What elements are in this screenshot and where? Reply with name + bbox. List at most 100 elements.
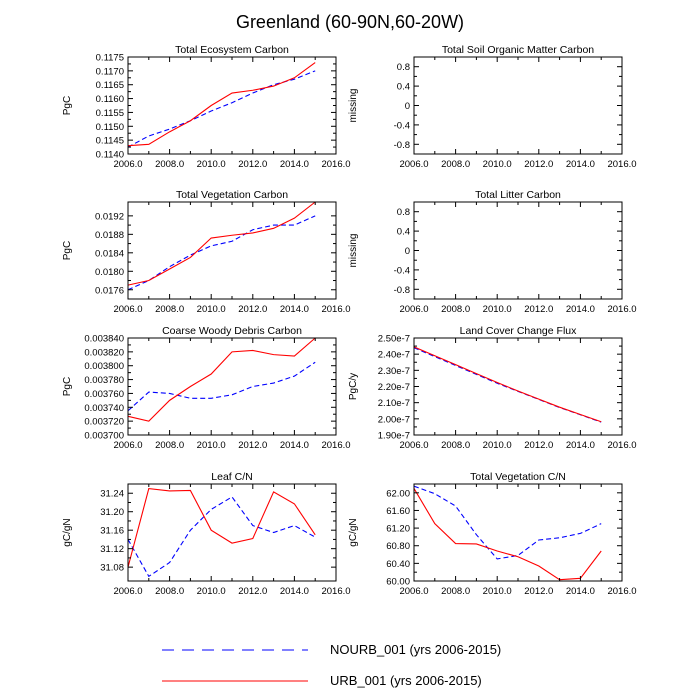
x-tick-label: 2006.0	[113, 440, 142, 451]
x-tick-label: 2006.0	[113, 586, 142, 597]
x-tick-label: 2016.0	[607, 159, 636, 170]
x-tick-label: 2010.0	[483, 586, 512, 597]
y-tick-label: 0.1175	[96, 53, 124, 64]
y-axis-label: PgC	[62, 377, 73, 396]
x-tick-label: 2012.0	[238, 159, 267, 170]
y-tick-label: 0.003780	[84, 375, 124, 386]
y-tick-label: 0.003700	[84, 431, 124, 442]
y-tick-label: 2.40e-7	[378, 350, 410, 361]
panel-3: Total Litter Carbon missing 2006.0 2008.0 20…	[348, 189, 637, 315]
y-tick-label: -0.4	[394, 120, 410, 131]
x-tick-label: 2012.0	[524, 586, 553, 597]
y-axis-label: PgC/y	[348, 373, 359, 400]
panels-container: Total Ecosystem Carbon PgC 2006.0 2008.0 201…	[62, 44, 637, 597]
series-line-urb-001	[413, 346, 602, 423]
series-line-urb-001	[127, 201, 316, 286]
x-tick-label: 2010.0	[197, 159, 226, 170]
x-tick-label: 2008.0	[441, 159, 470, 170]
x-tick-label: 2006.0	[399, 304, 428, 315]
y-axis-label: PgC	[62, 241, 73, 260]
y-tick-label: 0.1150	[96, 122, 124, 133]
plot-frame	[127, 201, 337, 300]
x-tick-label: 2008.0	[155, 304, 184, 315]
x-tick-label: 2016.0	[321, 159, 350, 170]
x-tick-label: 2008.0	[155, 440, 184, 451]
y-tick-label: 0	[405, 101, 410, 112]
y-axis-label: gC/gN	[62, 518, 73, 546]
plot-frame	[413, 483, 623, 582]
x-tick-label: 2014.0	[566, 586, 595, 597]
panel-1: Total Soil Organic Matter Carbon missing 2…	[348, 44, 637, 170]
y-tick-label: 31.12	[100, 544, 124, 555]
x-tick-label: 2014.0	[566, 159, 595, 170]
y-tick-label: 0.1140	[96, 150, 124, 161]
legend-label-urb: URB_001 (yrs 2006-2015)	[330, 673, 482, 688]
y-tick-label: 60.00	[386, 577, 410, 588]
x-tick-label: 2008.0	[441, 586, 470, 597]
y-tick-label: 0.8	[397, 207, 410, 218]
x-tick-label: 2012.0	[524, 159, 553, 170]
x-tick-label: 2008.0	[155, 586, 184, 597]
x-tick-label: 2010.0	[197, 304, 226, 315]
panel-title: Total Soil Organic Matter Carbon	[442, 44, 594, 56]
x-tick-label: 2014.0	[280, 440, 309, 451]
panel-title: Total Vegetation Carbon	[176, 189, 288, 201]
x-tick-label: 2006.0	[399, 586, 428, 597]
panel-title: Total Ecosystem Carbon	[175, 44, 289, 56]
x-tick-label: 2012.0	[238, 304, 267, 315]
x-tick-label: 2008.0	[155, 159, 184, 170]
panel-2: Total Vegetation Carbon PgC 2006.0 2008.0 20…	[62, 189, 351, 315]
series-line-urb-001	[127, 337, 316, 422]
y-tick-label: 0.1170	[96, 66, 124, 77]
panel-4: Coarse Woody Debris Carbon PgC 2006.0 2008.…	[62, 325, 351, 451]
y-tick-label: 60.80	[386, 541, 410, 552]
y-tick-label: 0	[405, 246, 410, 257]
x-tick-label: 2012.0	[238, 586, 267, 597]
series-line-nourb-001	[127, 70, 316, 148]
y-tick-label: 2.20e-7	[378, 382, 410, 393]
legend: NOURB_001 (yrs 2006-2015) URB_001 (yrs 2…	[162, 642, 501, 688]
x-tick-label: 2010.0	[483, 440, 512, 451]
panel-title: Total Litter Carbon	[475, 189, 561, 201]
series-line-urb-001	[127, 62, 316, 147]
x-tick-label: 2014.0	[280, 159, 309, 170]
x-tick-label: 2012.0	[524, 304, 553, 315]
y-tick-label: 0.0184	[95, 248, 124, 259]
x-tick-label: 2016.0	[607, 440, 636, 451]
series-line-urb-001	[413, 488, 602, 581]
y-tick-label: 0.8	[397, 62, 410, 73]
plot-frame	[413, 56, 623, 155]
x-tick-label: 2012.0	[524, 440, 553, 451]
y-tick-label: 0.1155	[96, 108, 124, 119]
x-tick-label: 2010.0	[483, 159, 512, 170]
x-tick-label: 2008.0	[441, 304, 470, 315]
x-tick-label: 2016.0	[607, 304, 636, 315]
y-axis-label: PgC	[62, 96, 73, 115]
panel-title: Coarse Woody Debris Carbon	[162, 325, 302, 337]
x-tick-label: 2016.0	[607, 586, 636, 597]
panel-title: Total Vegetation C/N	[470, 471, 566, 483]
y-tick-label: 0.003760	[84, 389, 124, 400]
x-tick-label: 2008.0	[441, 440, 470, 451]
figure-title: Greenland (60-90N,60-20W)	[236, 12, 464, 32]
x-tick-label: 2016.0	[321, 586, 350, 597]
x-tick-label: 2010.0	[483, 304, 512, 315]
x-tick-label: 2010.0	[197, 586, 226, 597]
x-tick-label: 2016.0	[321, 304, 350, 315]
y-tick-label: 31.20	[100, 507, 124, 518]
panel-0: Total Ecosystem Carbon PgC 2006.0 2008.0 201…	[62, 44, 351, 170]
y-tick-label: 0.003740	[84, 403, 124, 414]
y-tick-label: 1.90e-7	[378, 431, 410, 442]
y-tick-label: 62.00	[386, 488, 410, 499]
y-axis-label: gC/gN	[348, 518, 359, 546]
y-tick-label: -0.4	[394, 265, 410, 276]
x-tick-label: 2012.0	[238, 440, 267, 451]
y-tick-label: 0.4	[397, 82, 410, 93]
y-tick-label: 0.0192	[95, 211, 124, 222]
x-tick-label: 2006.0	[399, 159, 428, 170]
y-tick-label: 0.003720	[84, 417, 124, 428]
y-tick-label: 31.24	[100, 489, 124, 500]
y-tick-label: 0.1145	[96, 136, 124, 147]
series-line-nourb-001	[127, 215, 316, 291]
y-tick-label: 0.003820	[84, 347, 124, 358]
